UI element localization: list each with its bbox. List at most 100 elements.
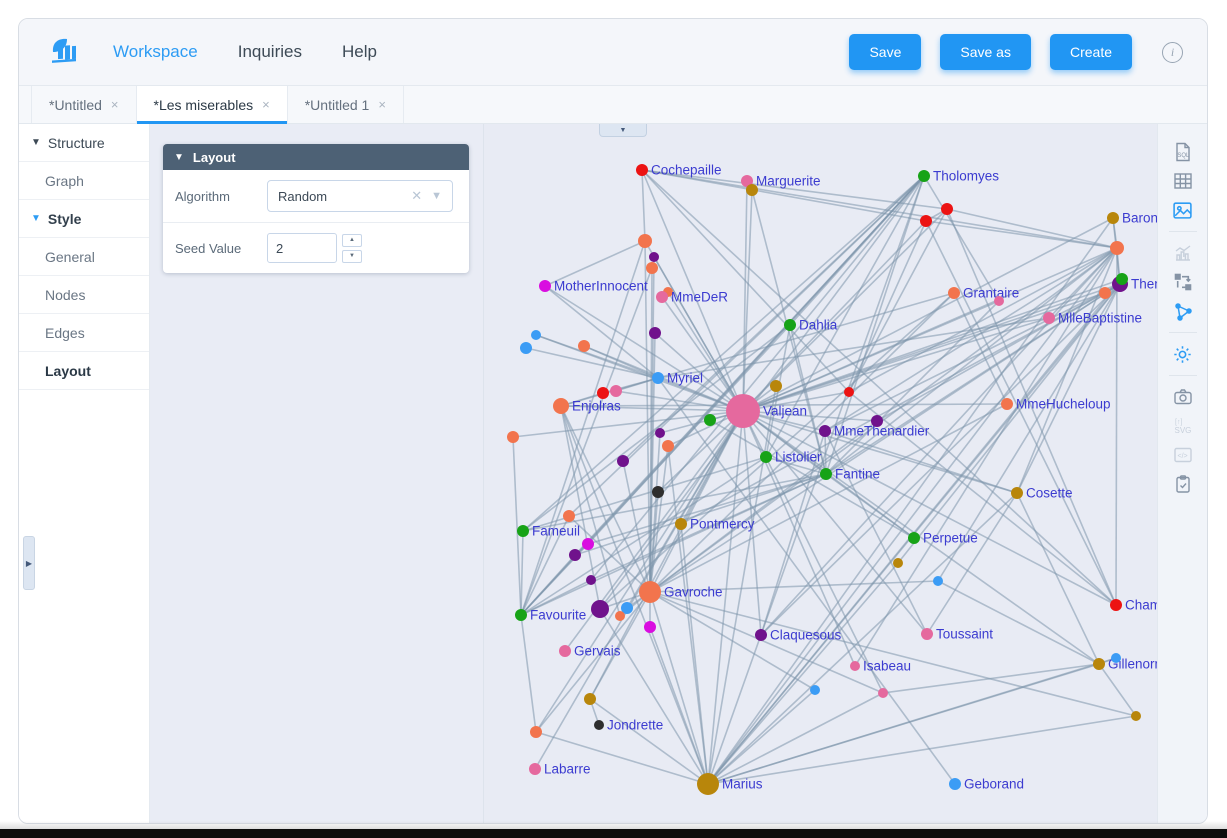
graph-node[interactable] bbox=[652, 372, 664, 384]
graph-node[interactable] bbox=[878, 688, 888, 698]
graph-node[interactable] bbox=[871, 415, 883, 427]
graph-node[interactable] bbox=[531, 330, 541, 340]
svg-export-icon[interactable]: [↑] SVG bbox=[1171, 414, 1195, 438]
graph-node[interactable] bbox=[819, 425, 831, 437]
graph-node[interactable] bbox=[559, 645, 571, 657]
graph-node[interactable] bbox=[933, 576, 943, 586]
create-button[interactable]: Create bbox=[1049, 34, 1132, 70]
graph-node[interactable] bbox=[1011, 487, 1023, 499]
graph-node[interactable] bbox=[530, 726, 542, 738]
sidebar-item-edges[interactable]: Edges bbox=[19, 314, 149, 352]
graph-network-icon[interactable] bbox=[1171, 299, 1195, 323]
chevron-down-icon[interactable]: ▼ bbox=[431, 190, 442, 202]
stepper-down-button[interactable]: ▼ bbox=[342, 249, 362, 263]
graph-node[interactable] bbox=[770, 380, 782, 392]
graph-node[interactable] bbox=[591, 600, 609, 618]
graph-node[interactable] bbox=[746, 184, 758, 196]
graph-node[interactable] bbox=[517, 525, 529, 537]
graph-node[interactable] bbox=[507, 431, 519, 443]
graph-node[interactable] bbox=[649, 252, 659, 262]
graph-node[interactable] bbox=[697, 773, 719, 795]
graph-canvas[interactable]: ▼ Cochepaille Marguerite Tholomyes Baroness… bbox=[483, 124, 1157, 823]
camera-icon[interactable] bbox=[1171, 385, 1195, 409]
save-as-button[interactable]: Save as bbox=[940, 34, 1031, 70]
close-icon[interactable]: × bbox=[110, 97, 119, 112]
graph-node[interactable] bbox=[655, 428, 665, 438]
graph-node[interactable] bbox=[1116, 273, 1128, 285]
graph-node[interactable] bbox=[1111, 653, 1121, 663]
layout-card-header[interactable]: ▼ Layout bbox=[163, 144, 469, 170]
graph-node[interactable] bbox=[760, 451, 772, 463]
graph-node[interactable] bbox=[621, 602, 633, 614]
graph-node[interactable] bbox=[584, 693, 596, 705]
graph-node[interactable] bbox=[755, 629, 767, 641]
graph-node[interactable] bbox=[810, 685, 820, 695]
graph-node[interactable] bbox=[893, 558, 903, 568]
panel-collapse-handle[interactable]: ▶ bbox=[23, 536, 35, 590]
tab-untitled[interactable]: *Untitled × bbox=[31, 86, 137, 123]
graph-node[interactable] bbox=[1001, 398, 1013, 410]
sql-file-icon[interactable]: SQL bbox=[1171, 140, 1195, 164]
graph-node[interactable] bbox=[1110, 241, 1124, 255]
graph-node[interactable] bbox=[1131, 711, 1141, 721]
clear-icon[interactable]: ✕ bbox=[411, 188, 423, 203]
graph-node[interactable] bbox=[610, 385, 622, 397]
pivot-flow-icon[interactable] bbox=[1171, 270, 1195, 294]
bar-chart-icon[interactable] bbox=[1171, 241, 1195, 265]
nav-help[interactable]: Help bbox=[341, 42, 377, 61]
nav-workspace[interactable]: Workspace bbox=[113, 42, 198, 61]
graph-node[interactable] bbox=[850, 661, 860, 671]
graph-node[interactable] bbox=[820, 468, 832, 480]
clipboard-icon[interactable] bbox=[1171, 472, 1195, 496]
sidebar-section-structure[interactable]: ▼ Structure bbox=[19, 124, 149, 162]
close-icon[interactable]: × bbox=[262, 97, 270, 112]
graph-node[interactable] bbox=[639, 581, 661, 603]
seed-value-input[interactable] bbox=[267, 233, 337, 263]
graph-node[interactable] bbox=[662, 440, 674, 452]
graph-node[interactable] bbox=[594, 720, 604, 730]
graph-node[interactable] bbox=[921, 628, 933, 640]
graph-node[interactable] bbox=[1110, 599, 1122, 611]
graph-node[interactable] bbox=[563, 510, 575, 522]
graph-node[interactable] bbox=[1099, 287, 1111, 299]
table-icon[interactable] bbox=[1171, 169, 1195, 193]
graph-node[interactable] bbox=[918, 170, 930, 182]
graph-node[interactable] bbox=[949, 778, 961, 790]
stepper-up-button[interactable]: ▲ bbox=[342, 233, 362, 247]
graph-node[interactable] bbox=[617, 455, 629, 467]
graph-node[interactable] bbox=[704, 414, 716, 426]
sidebar-item-general[interactable]: General bbox=[19, 238, 149, 276]
graph-node[interactable] bbox=[675, 518, 687, 530]
tab-les-miserables[interactable]: *Les miserables × bbox=[136, 86, 288, 124]
graph-node[interactable] bbox=[652, 486, 664, 498]
graph-node[interactable] bbox=[1107, 212, 1119, 224]
save-button[interactable]: Save bbox=[849, 34, 922, 70]
graph-node[interactable] bbox=[994, 296, 1004, 306]
close-icon[interactable]: × bbox=[378, 97, 386, 112]
graph-node[interactable] bbox=[1093, 658, 1105, 670]
image-icon[interactable] bbox=[1171, 198, 1195, 222]
algorithm-select[interactable]: Random ✕ ▼ bbox=[267, 180, 453, 212]
tab-untitled-1[interactable]: *Untitled 1 × bbox=[288, 86, 404, 123]
nav-inquiries[interactable]: Inquiries bbox=[237, 42, 302, 61]
graph-node[interactable] bbox=[636, 164, 648, 176]
sidebar-item-layout[interactable]: Layout bbox=[19, 352, 149, 390]
graph-node[interactable] bbox=[515, 609, 527, 621]
graph-node[interactable] bbox=[582, 538, 594, 550]
graph-node[interactable] bbox=[1043, 312, 1055, 324]
graph-node[interactable] bbox=[844, 387, 854, 397]
graph-node[interactable] bbox=[615, 611, 625, 621]
graph-node[interactable] bbox=[920, 215, 932, 227]
graph-node[interactable] bbox=[529, 763, 541, 775]
embed-code-icon[interactable]: </> bbox=[1171, 443, 1195, 467]
graph-node[interactable] bbox=[741, 175, 753, 187]
sidebar-item-nodes[interactable]: Nodes bbox=[19, 276, 149, 314]
info-icon[interactable]: i bbox=[1162, 41, 1183, 63]
graph-node[interactable] bbox=[656, 291, 668, 303]
graph-node[interactable] bbox=[638, 234, 652, 248]
graph-node[interactable] bbox=[553, 398, 569, 414]
graph-node[interactable] bbox=[586, 575, 596, 585]
gear-icon[interactable] bbox=[1171, 342, 1195, 366]
sidebar-section-style[interactable]: ▼ Style bbox=[19, 200, 149, 238]
graph-node[interactable] bbox=[569, 549, 581, 561]
